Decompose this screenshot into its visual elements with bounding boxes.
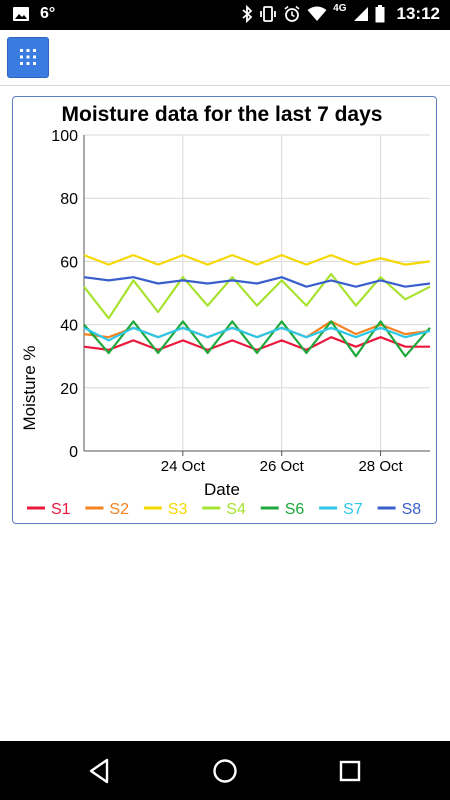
vibrate-icon — [260, 6, 277, 22]
chart-card: Moisture data for the last 7 days 0 20 40 6… — [12, 96, 437, 524]
temperature-text: 6° — [40, 5, 56, 22]
chart-axes: 0 20 40 60 80 100 24 Oct 26 Oct 28 Oct — [51, 128, 430, 475]
legend-label-s4: S4 — [226, 501, 246, 518]
x-axis-label: Date — [204, 480, 240, 499]
back-icon[interactable] — [86, 757, 114, 785]
wifi-icon — [307, 6, 327, 21]
series-line-s3 — [83, 254, 431, 266]
legend-label-s7: S7 — [343, 501, 363, 518]
clock-text: 13:12 — [396, 4, 440, 23]
signal-icon — [353, 7, 368, 21]
series-line-s8 — [83, 276, 431, 288]
y-axis-label: Moisture % — [20, 345, 39, 430]
legend-label-s8: S8 — [402, 501, 422, 518]
apps-menu-button[interactable] — [7, 37, 49, 78]
series-line-s7 — [83, 326, 431, 342]
series-line-s4 — [83, 272, 431, 320]
chart-legend: S1 S2 S3 S4 S6 S7 S8 — [27, 501, 421, 518]
y-tick-label: 0 — [69, 444, 78, 461]
alarm-icon — [284, 5, 300, 22]
legend-label-s2: S2 — [109, 501, 129, 518]
image-icon — [13, 7, 29, 21]
chart-grid — [84, 134, 430, 452]
bluetooth-icon — [242, 5, 253, 23]
home-icon[interactable] — [211, 757, 239, 785]
y-tick-label: 60 — [60, 254, 78, 271]
network-type-text: 4G — [333, 2, 347, 14]
y-tick-label: 40 — [60, 318, 78, 335]
y-tick-label: 100 — [51, 128, 78, 145]
status-bar: 6° 4G 13:12 — [0, 0, 450, 30]
series-line-s1 — [83, 336, 430, 351]
navigation-bar — [0, 741, 450, 800]
moisture-chart: Moisture data for the last 7 days 0 20 40 6… — [20, 103, 431, 518]
apps-grid-icon — [20, 49, 36, 65]
battery-icon — [375, 5, 385, 23]
legend-label-s3: S3 — [168, 501, 188, 518]
legend-label-s6: S6 — [285, 501, 305, 518]
y-tick-label: 20 — [60, 381, 78, 398]
chart-title: Moisture data for the last 7 days — [62, 103, 383, 126]
chart-series — [83, 254, 431, 358]
y-tick-label: 80 — [60, 191, 78, 208]
recents-icon[interactable] — [336, 757, 364, 785]
app-bar — [0, 30, 450, 86]
x-tick-label: 26 Oct — [260, 458, 305, 475]
x-tick-label: 28 Oct — [358, 458, 403, 475]
x-tick-label: 24 Oct — [161, 458, 206, 475]
legend-label-s1: S1 — [51, 501, 71, 518]
